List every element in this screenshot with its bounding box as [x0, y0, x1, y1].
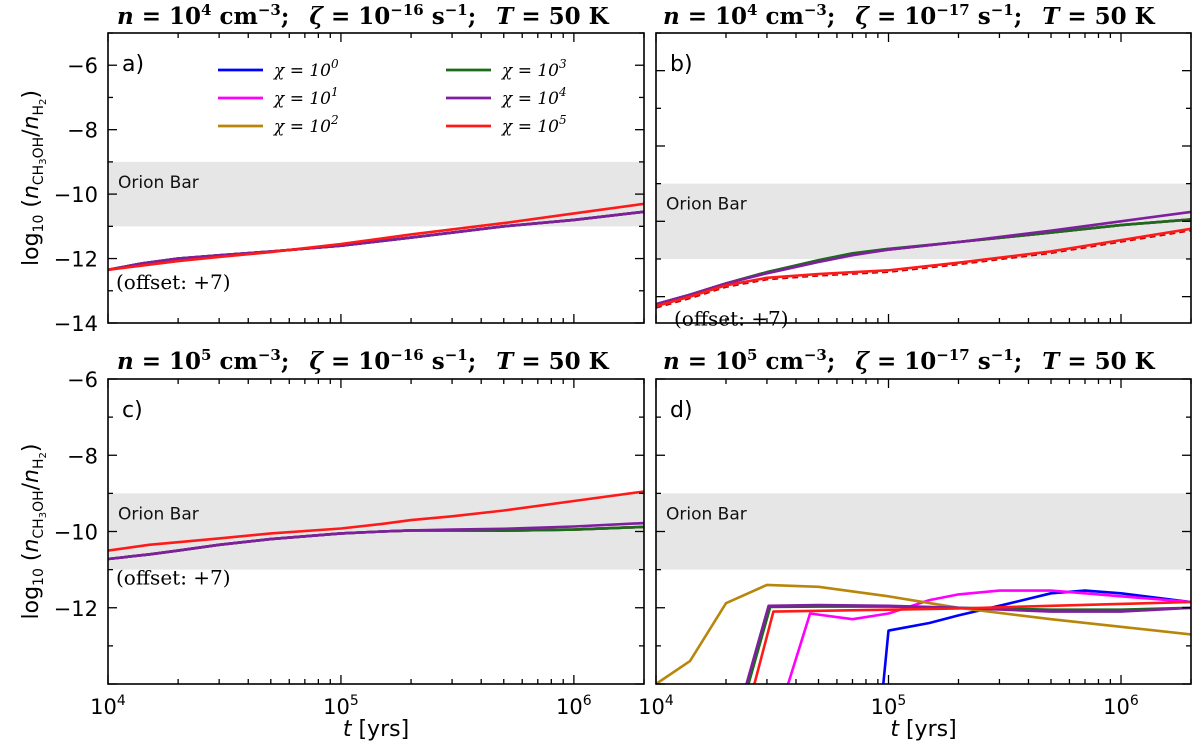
y-axis-label: log10 (nCH3OH/nH2) [19, 443, 49, 619]
series-line-1 [882, 589, 1191, 684]
panel-letter: a) [122, 52, 144, 77]
legend-label: χ = 103 [501, 57, 567, 81]
legend-label: χ = 100 [273, 57, 339, 81]
series-line-5 [745, 603, 1191, 684]
series-line-6 [108, 490, 644, 552]
panel-title: n = 104 cm−3; ζ = 10−17 s−1; T = 50 K [663, 1, 1156, 30]
panel-3: Orion Bar −6 −8 −10 −12 c) (offset: +7) n = 105… [19, 346, 645, 742]
y-tick-label: −6 [67, 54, 98, 78]
series-line-5 [108, 521, 644, 561]
y-tick-label: −12 [54, 597, 98, 621]
y-axis-label: log10 (nCH3OH/nH2) [19, 90, 49, 266]
x-tick-label: 106 [556, 693, 592, 719]
x-axis-label: t [yrs] [890, 717, 956, 742]
x-tick-label-shared: 104 [638, 693, 674, 719]
panel-2: Orion Bar b) (offset: +7) n = 104 cm−3; ζ = … [655, 1, 1192, 330]
series-line-6 [108, 202, 644, 272]
x-tick-label: 105 [323, 693, 359, 719]
band-label: Orion Bar [666, 504, 747, 524]
x-tick-label: 106 [1103, 693, 1139, 719]
legend-label: χ = 101 [273, 85, 339, 109]
panel-letter: b) [670, 52, 693, 77]
y-tick-label: −14 [54, 312, 98, 336]
offset-annotation: (offset: +7) [116, 270, 231, 294]
panel-title: n = 105 cm−3; ζ = 10−16 s−1; T = 50 K [117, 346, 610, 375]
x-tick-label: 104 [90, 693, 126, 719]
y-tick-label: −10 [54, 521, 98, 545]
offset-annotation: (offset: +7) [674, 306, 789, 330]
panel-letter: d) [670, 398, 693, 423]
band-label: Orion Bar [666, 195, 747, 215]
y-tick-label: −6 [67, 368, 98, 392]
series-line-5 [656, 210, 1191, 306]
band-label: Orion Bar [118, 504, 199, 524]
orion-bar-band [656, 493, 1191, 570]
series-line-dashed [656, 230, 1191, 309]
y-tick-label: −8 [67, 119, 98, 143]
series-line-4 [747, 605, 1191, 684]
y-tick-label: −10 [54, 183, 98, 207]
y-tick-label: −8 [67, 444, 98, 468]
panel-1: Orion Bar −6 −8 −10 −12 −14 a) (offset: +7) n = … [19, 1, 645, 336]
offset-annotation: (offset: +7) [116, 566, 231, 590]
legend-label: χ = 102 [273, 113, 339, 137]
axes-frame [107, 32, 645, 324]
orion-bar-band [108, 161, 644, 227]
panel-4: Orion Bar d) n = 105 cm−3; ζ = 10−17 s−1; T … [655, 346, 1192, 742]
legend-label: χ = 104 [501, 85, 567, 109]
series-line-6 [753, 600, 1191, 684]
series-line-3 [656, 583, 1191, 684]
series-line-2 [786, 589, 1191, 684]
legend-label: χ = 105 [501, 113, 567, 137]
band-label: Orion Bar [118, 173, 199, 193]
panel-letter: c) [122, 398, 143, 423]
x-tick-label: 105 [871, 693, 907, 719]
legend: χ = 100 χ = 103 χ = 101 χ = 104 χ = 102 χ = 1… [218, 57, 567, 137]
y-tick-label: −12 [54, 248, 98, 272]
axes-frame [655, 32, 1192, 324]
panel-title: n = 105 cm−3; ζ = 10−17 s−1; T = 50 K [663, 346, 1156, 375]
x-axis-label: t [yrs] [343, 717, 409, 742]
series-line-6 [656, 227, 1191, 308]
panel-title: n = 104 cm−3; ζ = 10−16 s−1; T = 50 K [117, 1, 610, 30]
